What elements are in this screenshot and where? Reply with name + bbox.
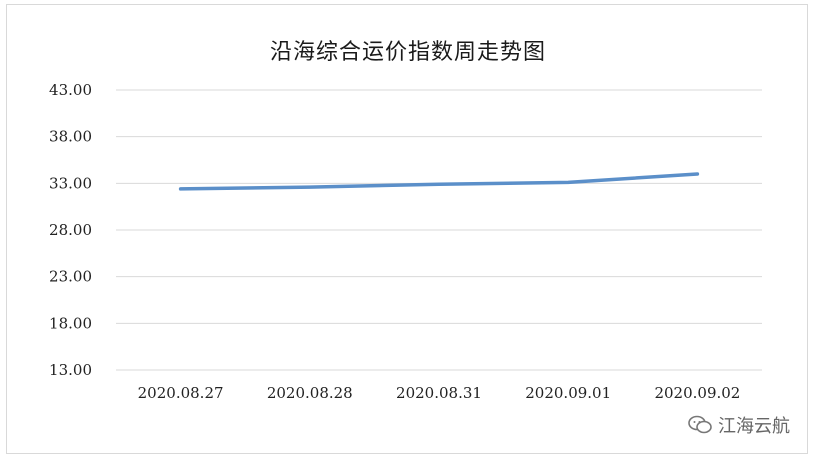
x-tick-label: 2020.09.01 <box>525 384 611 402</box>
y-axis-ticks: 43.00 38.00 33.00 28.00 23.00 18.00 13.00 <box>49 81 92 379</box>
y-tick-label: 23.00 <box>49 268 92 286</box>
x-tick-label: 2020.08.27 <box>138 384 224 402</box>
y-tick-label: 13.00 <box>49 361 92 379</box>
y-tick-label: 18.00 <box>49 314 92 332</box>
series-layer <box>178 172 700 191</box>
y-tick-label: 43.00 <box>49 81 92 99</box>
y-tick-label: 33.00 <box>49 174 92 192</box>
series-line <box>178 172 700 191</box>
gridlines <box>116 89 762 371</box>
x-tick-label: 2020.08.31 <box>396 384 482 402</box>
x-axis-ticks: 2020.08.27 2020.08.28 2020.08.31 2020.09.01… <box>138 384 741 402</box>
x-tick-label: 2020.09.02 <box>654 384 740 402</box>
y-tick-label: 38.00 <box>49 128 92 146</box>
y-tick-label: 28.00 <box>49 221 92 239</box>
x-tick-label: 2020.08.28 <box>267 384 353 402</box>
watermark: 江海云航 <box>688 412 790 438</box>
watermark-text: 江海云航 <box>718 416 790 437</box>
wechat-icon <box>688 415 712 434</box>
chart-title: 沿海综合运价指数周走势图 <box>269 40 546 65</box>
chart-frame <box>6 4 808 454</box>
